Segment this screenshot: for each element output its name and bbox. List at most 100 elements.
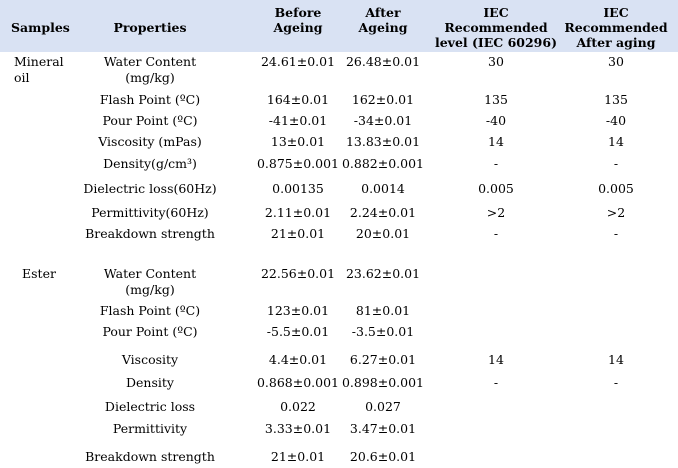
sample-label: Mineral oil: [14, 54, 64, 86]
property-line: Breakdown strength: [85, 226, 215, 241]
before-ageing-cell: -5.5±0.01: [266, 324, 330, 339]
header-line: Recommended: [564, 20, 668, 35]
property-cell: Density: [70, 375, 230, 391]
property-line: Water Content: [103, 266, 197, 281]
property-line: Permittivity(60Hz): [91, 205, 209, 220]
header-samples: Samples: [11, 20, 70, 35]
property-cell: Dielectric loss: [70, 399, 230, 415]
iec-recommended-cell: -40: [485, 113, 507, 128]
before-ageing-cell: -41±0.01: [268, 113, 328, 128]
header-line: Properties: [113, 20, 187, 35]
before-ageing-cell: 21±0.01: [270, 226, 326, 241]
iec-recommended-cell: 30: [488, 54, 504, 69]
iec-after-aging-cell: -: [613, 375, 619, 390]
property-cell: Permittivity: [70, 421, 230, 437]
property-line: (mg/kg): [125, 70, 175, 85]
header-line: level (IEC 60296): [434, 35, 557, 50]
iec-after-aging-cell: 30: [608, 54, 624, 69]
after-ageing-cell: 20.6±0.01: [349, 449, 417, 464]
property-cell: Water Content (mg/kg): [70, 54, 230, 86]
before-ageing-cell: 0.00135: [272, 181, 324, 196]
before-ageing-cell: 13±0.01: [270, 134, 326, 149]
after-ageing-cell: 23.62±0.01: [345, 266, 421, 281]
header-line: IEC: [603, 5, 629, 20]
property-line: (mg/kg): [125, 282, 175, 297]
iec-after-aging-cell: 14: [608, 134, 624, 149]
before-ageing-cell: 3.33±0.01: [264, 421, 332, 436]
after-ageing-cell: 0.882±0.001: [341, 156, 425, 171]
after-ageing-cell: 20±0.01: [355, 226, 411, 241]
after-ageing-cell: 3.47±0.01: [349, 421, 417, 436]
header-iec-after-aging: IEC Recommended After aging: [541, 5, 678, 50]
property-line: Density: [126, 375, 174, 390]
iec-recommended-cell: 14: [488, 134, 504, 149]
property-line: Dielectric loss: [104, 399, 196, 414]
after-ageing-cell: 13.83±0.01: [345, 134, 421, 149]
property-cell: Viscosity: [70, 352, 230, 368]
sample-line: Ester: [22, 266, 56, 281]
iec-after-aging-cell: -: [613, 156, 619, 171]
header-line: Samples: [11, 20, 70, 35]
iec-recommended-cell: -: [493, 226, 499, 241]
iec-after-aging-cell: 0.005: [598, 181, 634, 196]
after-ageing-cell: -34±0.01: [353, 113, 413, 128]
before-ageing-cell: 4.4±0.01: [268, 352, 328, 367]
before-ageing-cell: 2.11±0.01: [264, 205, 332, 220]
iec-after-aging-cell: >2: [606, 205, 626, 220]
property-line: Breakdown strength: [85, 449, 215, 464]
property-line: Flash Point (ºC): [99, 303, 201, 318]
property-line: Dielectric loss(60Hz): [83, 181, 217, 196]
header-line: After: [365, 5, 401, 20]
after-ageing-cell: 2.24±0.01: [349, 205, 417, 220]
header-line: Ageing: [358, 20, 408, 35]
property-line: Flash Point (ºC): [99, 92, 201, 107]
property-line: Pour Point (ºC): [102, 324, 198, 339]
property-cell: Pour Point (ºC): [70, 324, 230, 340]
iec-recommended-cell: >2: [486, 205, 506, 220]
header-line: After aging: [576, 35, 656, 50]
property-cell: Breakdown strength: [70, 226, 230, 242]
property-cell: Dielectric loss(60Hz): [70, 181, 230, 197]
after-ageing-cell: -3.5±0.01: [351, 324, 415, 339]
before-ageing-cell: 0.875±0.001: [256, 156, 340, 171]
property-line: Pour Point (ºC): [102, 113, 198, 128]
after-ageing-cell: 6.27±0.01: [349, 352, 417, 367]
before-ageing-cell: 24.61±0.01: [260, 54, 336, 69]
before-ageing-cell: 21±0.01: [270, 449, 326, 464]
iec-recommended-cell: -: [493, 156, 499, 171]
property-line: Permittivity: [112, 421, 188, 436]
after-ageing-cell: 0.898±0.001: [341, 375, 425, 390]
after-ageing-cell: 0.0014: [361, 181, 405, 196]
header-properties: Properties: [75, 20, 225, 35]
sample-line: oil: [14, 70, 30, 85]
property-cell: Water Content (mg/kg): [70, 266, 230, 298]
property-cell: Flash Point (ºC): [70, 92, 230, 108]
property-cell: Flash Point (ºC): [70, 303, 230, 319]
after-ageing-cell: 162±0.01: [351, 92, 415, 107]
property-line: Viscosity: [121, 352, 179, 367]
header-before-ageing: Before Ageing: [223, 5, 373, 35]
property-line: Viscosity (mPas): [98, 134, 202, 149]
header-after-ageing: After Ageing: [308, 5, 458, 35]
property-cell: Permittivity(60Hz): [70, 205, 230, 221]
after-ageing-cell: 81±0.01: [355, 303, 411, 318]
iec-recommended-cell: 135: [484, 92, 508, 107]
header-line: Ageing: [273, 20, 323, 35]
before-ageing-cell: 164±0.01: [266, 92, 330, 107]
property-line: Density(g/cm³): [103, 156, 197, 171]
after-ageing-cell: 0.027: [365, 399, 401, 414]
property-line: Water Content: [103, 54, 197, 69]
sample-label: Ester: [22, 266, 56, 282]
iec-after-aging-cell: -: [613, 226, 619, 241]
table-header: Samples Properties Before Ageing After Ageing…: [0, 0, 678, 52]
property-cell: Pour Point (ºC): [70, 113, 230, 129]
header-iec-recommended: IEC Recommended level (IEC 60296): [421, 5, 571, 50]
after-ageing-cell: 26.48±0.01: [345, 54, 421, 69]
property-cell: Breakdown strength: [70, 449, 230, 465]
iec-recommended-cell: 0.005: [478, 181, 514, 196]
sample-line: Mineral: [14, 54, 64, 69]
property-cell: Viscosity (mPas): [70, 134, 230, 150]
before-ageing-cell: 22.56±0.01: [260, 266, 336, 281]
header-line: IEC: [483, 5, 509, 20]
